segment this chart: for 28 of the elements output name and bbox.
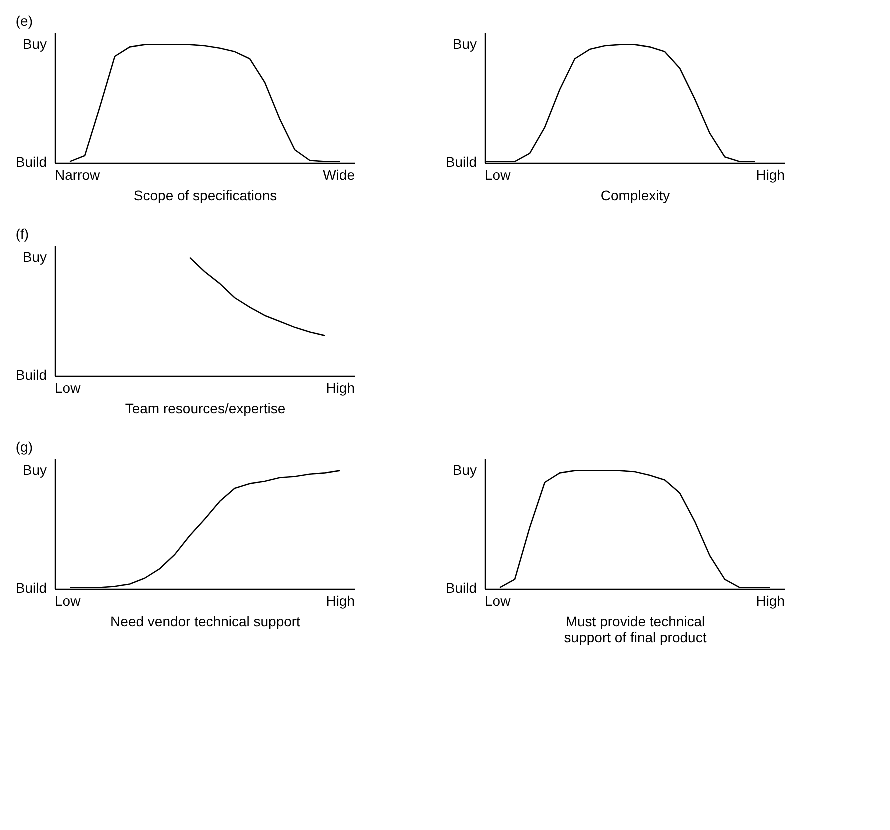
text: High <box>756 167 785 183</box>
x-axis-title: Team resources/expertise <box>125 400 286 416</box>
text: Wide <box>323 167 356 183</box>
text: High <box>326 380 355 396</box>
chart-title: (f) <box>16 226 30 242</box>
text: Build <box>16 580 47 596</box>
text: Build <box>16 367 47 383</box>
chart-title: (e) <box>16 13 33 29</box>
text: Buy <box>22 248 47 265</box>
text: Buy <box>22 36 47 52</box>
x-axis-title: Complexity <box>600 188 670 204</box>
text: Build <box>446 154 477 170</box>
x-axis-title: Need vendor technical support <box>110 614 301 630</box>
text: Narrow <box>55 167 102 183</box>
text: Low <box>485 167 512 183</box>
text: High <box>756 593 785 609</box>
x-axis-title: Must provide technical support of final product <box>564 614 707 646</box>
text: Buy <box>452 36 477 52</box>
text: Build <box>16 154 47 170</box>
chart-title: (g) <box>16 439 33 455</box>
text: Buy <box>22 462 47 478</box>
text: High <box>326 593 355 609</box>
text: Build <box>446 580 477 596</box>
text: Buy <box>452 462 477 478</box>
text: Low <box>55 593 82 609</box>
text: Low <box>485 593 512 609</box>
x-axis-title: Scope of specifications <box>134 188 278 204</box>
text: Low <box>55 380 82 396</box>
